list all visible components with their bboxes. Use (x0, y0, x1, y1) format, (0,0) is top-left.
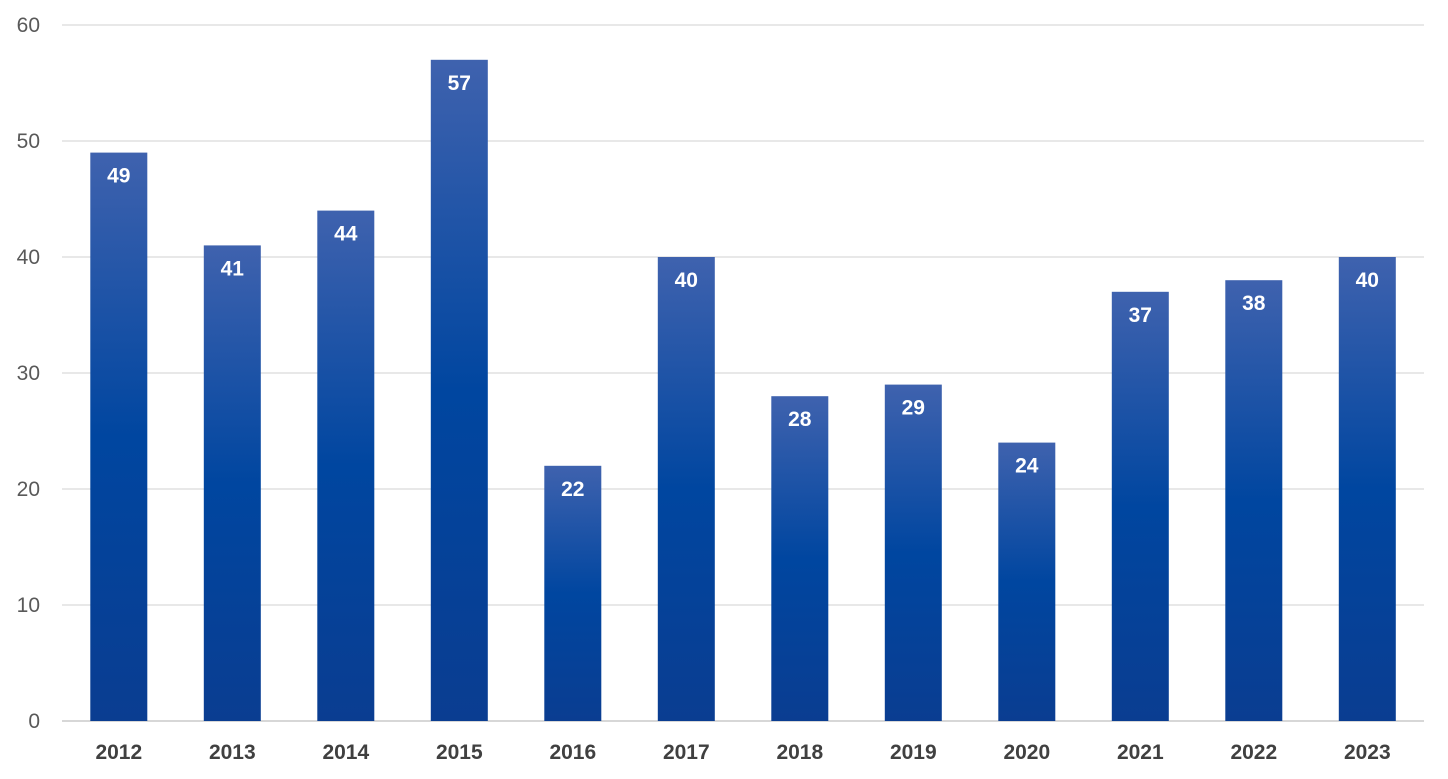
y-tick-label: 30 (17, 362, 40, 385)
bar-2023 (1338, 257, 1396, 721)
y-tick-label: 40 (17, 246, 40, 269)
data-label-2019: 29 (902, 397, 925, 420)
y-tick-label: 10 (17, 594, 40, 617)
data-label-2022: 38 (1242, 292, 1266, 315)
bar-2021 (1111, 291, 1169, 721)
x-tick-label-2016: 2016 (549, 741, 596, 764)
gridlines (62, 24, 1424, 722)
x-tick-label-2015: 2015 (436, 741, 483, 764)
bar-2015 (430, 59, 488, 722)
data-labels: 49 41 44 57 22 40 28 29 24 37 38 40 (107, 72, 1379, 501)
bar-2016 (544, 465, 602, 721)
data-label-2012: 49 (107, 165, 130, 188)
data-label-2015: 57 (448, 72, 471, 95)
data-label-2020: 24 (1015, 455, 1039, 478)
x-tick-label-2017: 2017 (663, 741, 710, 764)
x-tick-label-2023: 2023 (1344, 741, 1391, 764)
data-label-2014: 44 (334, 223, 358, 246)
bar-2018 (771, 396, 829, 721)
x-tick-label-2018: 2018 (776, 741, 823, 764)
x-tick-label-2013: 2013 (209, 741, 256, 764)
data-label-2017: 40 (675, 269, 698, 292)
bar-2012 (90, 152, 148, 722)
data-label-2023: 40 (1356, 269, 1379, 292)
x-tick-label-2020: 2020 (1003, 741, 1050, 764)
bar-2020 (998, 442, 1056, 721)
y-tick-label: 0 (28, 710, 40, 733)
bar-2013 (203, 245, 261, 721)
x-axis-ticks: 2012 2013 2014 2015 2016 2017 2018 2019 2020 2021… (95, 741, 1390, 764)
x-tick-label-2012: 2012 (95, 741, 142, 764)
x-tick-label-2022: 2022 (1230, 741, 1277, 764)
y-axis-ticks: 0 10 20 30 40 50 60 (17, 14, 40, 733)
y-tick-label: 20 (17, 478, 40, 501)
x-tick-label-2021: 2021 (1117, 741, 1164, 764)
data-label-2018: 28 (788, 408, 812, 431)
bar-2014 (317, 210, 375, 721)
bar-2022 (1225, 280, 1283, 721)
data-label-2021: 37 (1129, 304, 1152, 327)
y-tick-label: 50 (17, 130, 40, 153)
x-tick-label-2014: 2014 (322, 741, 369, 764)
bar-2019 (884, 384, 942, 721)
x-tick-label-2019: 2019 (890, 741, 937, 764)
bars (90, 59, 1396, 722)
data-label-2013: 41 (221, 257, 245, 280)
data-label-2016: 22 (561, 478, 584, 501)
bar-2017 (657, 257, 715, 721)
y-tick-label: 60 (17, 14, 40, 37)
